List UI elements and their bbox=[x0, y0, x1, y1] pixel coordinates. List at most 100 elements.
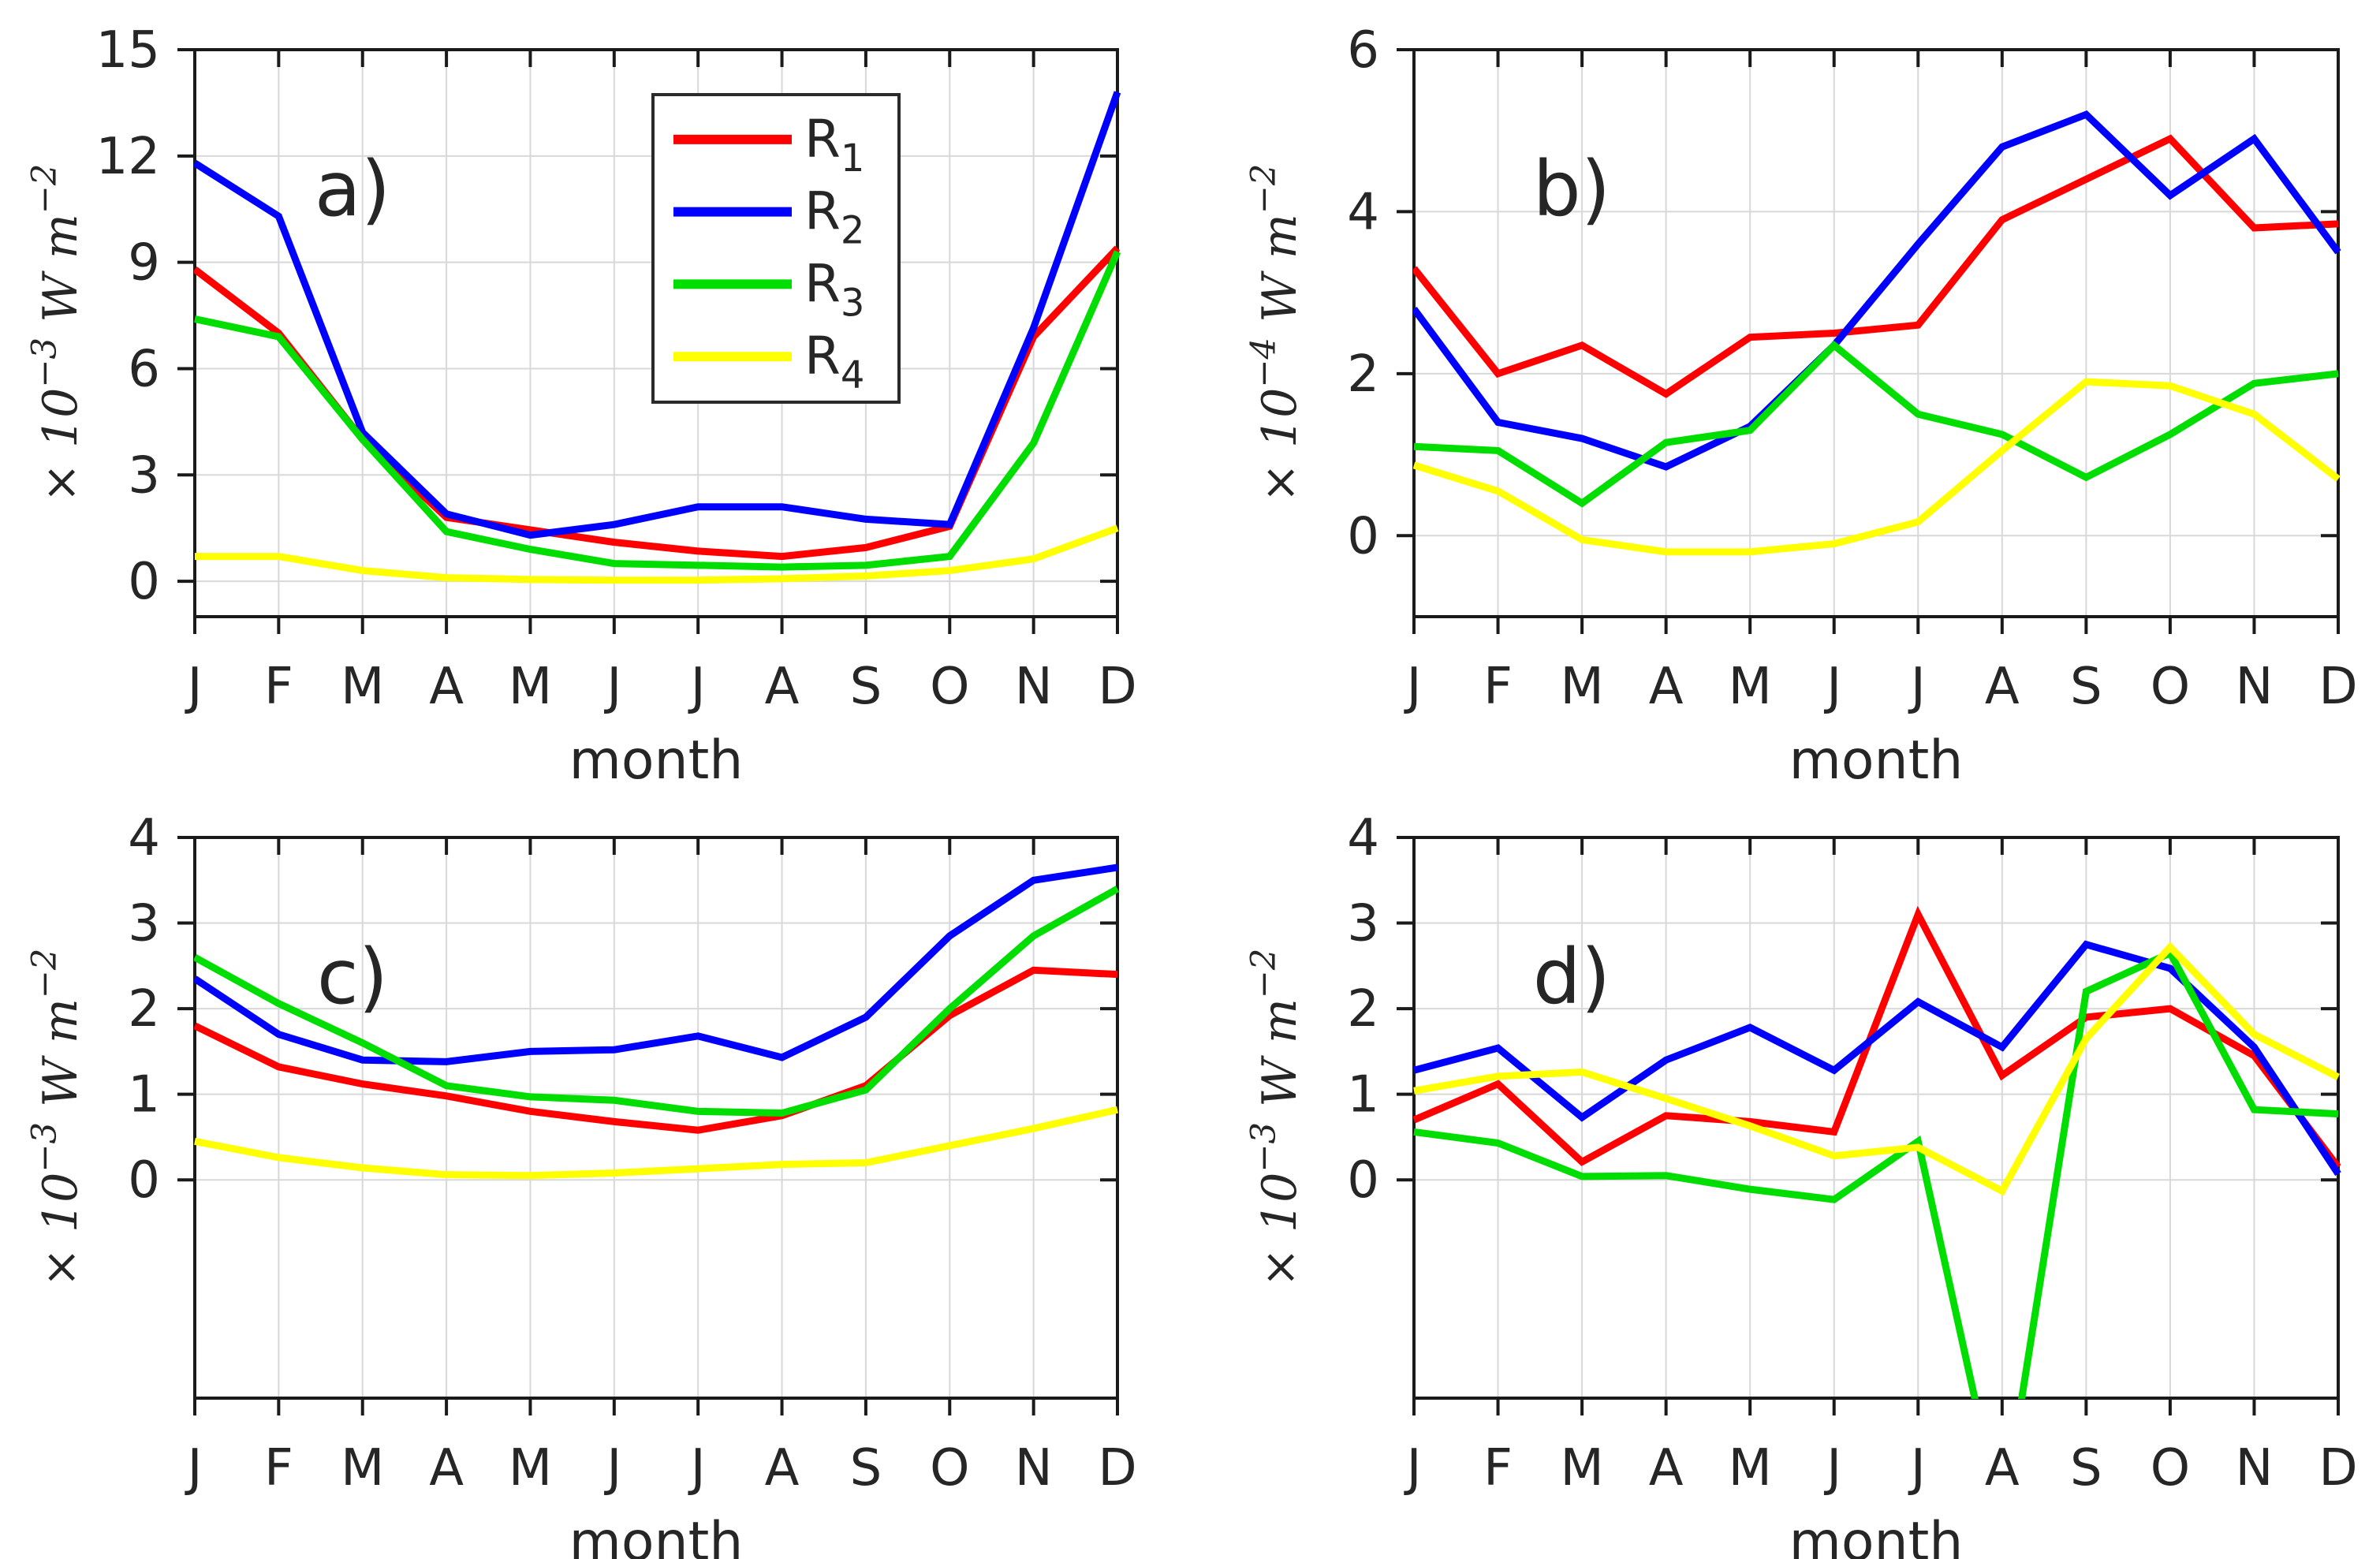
panel-letter: b) bbox=[1533, 145, 1610, 233]
legend-label-subscript: 2 bbox=[841, 209, 865, 253]
y-tick-label: 4 bbox=[128, 809, 160, 867]
series-line-R2 bbox=[194, 863, 1118, 1065]
y-axis-label-part: × 10 bbox=[33, 1173, 88, 1288]
legend-label-R2: R2 bbox=[804, 181, 864, 253]
series-line-R2 bbox=[1413, 110, 2341, 471]
series-line-R1 bbox=[194, 966, 1118, 1134]
x-tick-label: J bbox=[1823, 658, 1841, 716]
y-tick-label: 2 bbox=[1347, 345, 1379, 404]
x-tick-label: S bbox=[850, 658, 882, 716]
y-axis-label-part: W m bbox=[33, 214, 88, 338]
legend-label-R4: R4 bbox=[804, 326, 864, 397]
series-line-R4 bbox=[194, 1106, 1118, 1180]
y-axis-label-part: −2 bbox=[25, 949, 65, 999]
x-tick-label: J bbox=[603, 658, 621, 716]
x-tick-label: J bbox=[688, 1439, 706, 1497]
y-tick-label: 1 bbox=[1347, 1066, 1379, 1124]
y-axis-label-part: −3 bbox=[1244, 1122, 1284, 1173]
y-tick-label: 3 bbox=[128, 895, 160, 953]
series-line-R4 bbox=[195, 524, 1119, 584]
legend-label-main: R bbox=[804, 326, 841, 386]
x-tick-label: N bbox=[2236, 658, 2274, 716]
x-tick-label: J bbox=[603, 1439, 621, 1497]
legend-label-subscript: 4 bbox=[841, 353, 865, 397]
legend-item-R2: R2 bbox=[673, 181, 864, 253]
x-tick-label: A bbox=[1649, 1439, 1684, 1497]
axis-box bbox=[193, 836, 1119, 1400]
x-tick-label: J bbox=[1404, 658, 1422, 716]
y-tick-label: 0 bbox=[1347, 1151, 1379, 1210]
x-tick-label: A bbox=[429, 1439, 464, 1497]
legend-label-R1: R1 bbox=[804, 109, 864, 181]
x-tick-label: M bbox=[341, 658, 384, 716]
x-tick-label: M bbox=[509, 658, 552, 716]
y-tick-label: 1 bbox=[128, 1066, 160, 1124]
x-tick-label: D bbox=[1098, 1439, 1136, 1497]
x-tick-label: A bbox=[1985, 658, 2020, 716]
x-tick-label: A bbox=[1985, 1439, 2020, 1497]
x-tick-label: J bbox=[185, 1439, 203, 1497]
x-tick-label: S bbox=[2070, 1439, 2102, 1497]
x-axis-label: month bbox=[569, 1511, 744, 1559]
panel-letter: a) bbox=[315, 145, 390, 233]
series-line-R1 bbox=[1413, 134, 2339, 398]
y-axis-label-part: −4 bbox=[1244, 338, 1284, 388]
series-line-R4 bbox=[1413, 942, 2341, 1196]
y-tick-label: 9 bbox=[128, 234, 160, 293]
y-tick-label: 3 bbox=[128, 446, 160, 505]
panel-letter: c) bbox=[317, 933, 388, 1021]
x-axis-label: month bbox=[1789, 729, 1964, 792]
x-tick-label: F bbox=[264, 658, 293, 716]
series-line-R3 bbox=[194, 886, 1120, 1117]
x-tick-label: F bbox=[1483, 1439, 1513, 1497]
series-group bbox=[1413, 905, 2341, 1399]
y-axis-label-part: W m bbox=[1252, 214, 1308, 338]
legend-label-subscript: 1 bbox=[841, 136, 865, 181]
y-axis-label: × 10−3 W m−2 bbox=[1244, 949, 1308, 1288]
y-tick-label: 0 bbox=[1347, 507, 1379, 565]
x-tick-label: J bbox=[1823, 1439, 1841, 1497]
x-tick-label: A bbox=[765, 658, 800, 716]
x-tick-label: S bbox=[850, 1439, 882, 1497]
x-tick-label: A bbox=[765, 1439, 800, 1497]
x-tick-label: M bbox=[509, 1439, 552, 1497]
panel-letter: d) bbox=[1533, 933, 1610, 1021]
y-tick-label: 2 bbox=[128, 980, 160, 1039]
series-group bbox=[194, 91, 1121, 584]
x-tick-label: M bbox=[341, 1439, 384, 1497]
x-tick-label: D bbox=[2318, 1439, 2357, 1497]
series-line-R3 bbox=[1413, 340, 2339, 508]
legend-label-main: R bbox=[804, 181, 841, 242]
x-tick-label: N bbox=[1015, 1439, 1053, 1497]
axis-box bbox=[1412, 836, 2340, 1400]
y-tick-label: 2 bbox=[1347, 980, 1379, 1039]
series-line-R3 bbox=[194, 250, 1121, 571]
axis-box bbox=[1412, 48, 2340, 618]
axis-box bbox=[193, 48, 1119, 618]
series-line-R1 bbox=[1413, 905, 2341, 1169]
y-axis-label-part: −2 bbox=[1244, 164, 1284, 214]
x-tick-label: O bbox=[2151, 658, 2190, 716]
y-axis-label-part: × 10 bbox=[1252, 1173, 1308, 1288]
x-tick-label: N bbox=[2236, 1439, 2274, 1497]
series-group bbox=[194, 863, 1120, 1180]
x-tick-label: A bbox=[429, 658, 464, 716]
y-axis-label-part: × 10 bbox=[1252, 388, 1308, 503]
x-tick-label: S bbox=[2070, 658, 2102, 716]
x-tick-label: M bbox=[1560, 658, 1603, 716]
x-tick-label: O bbox=[2151, 1439, 2190, 1497]
x-tick-label: A bbox=[1649, 658, 1684, 716]
x-tick-label: J bbox=[1404, 1439, 1422, 1497]
y-axis-label-part: W m bbox=[33, 998, 88, 1122]
x-tick-label: O bbox=[930, 1439, 969, 1497]
x-tick-label: F bbox=[264, 1439, 293, 1497]
legend-box bbox=[651, 93, 901, 404]
y-axis-label: × 10−4 W m−2 bbox=[1244, 164, 1308, 503]
x-tick-label: J bbox=[185, 658, 203, 716]
x-tick-label: J bbox=[688, 658, 706, 716]
y-tick-label: 6 bbox=[1347, 21, 1379, 80]
series-line-R4 bbox=[1413, 378, 2341, 556]
